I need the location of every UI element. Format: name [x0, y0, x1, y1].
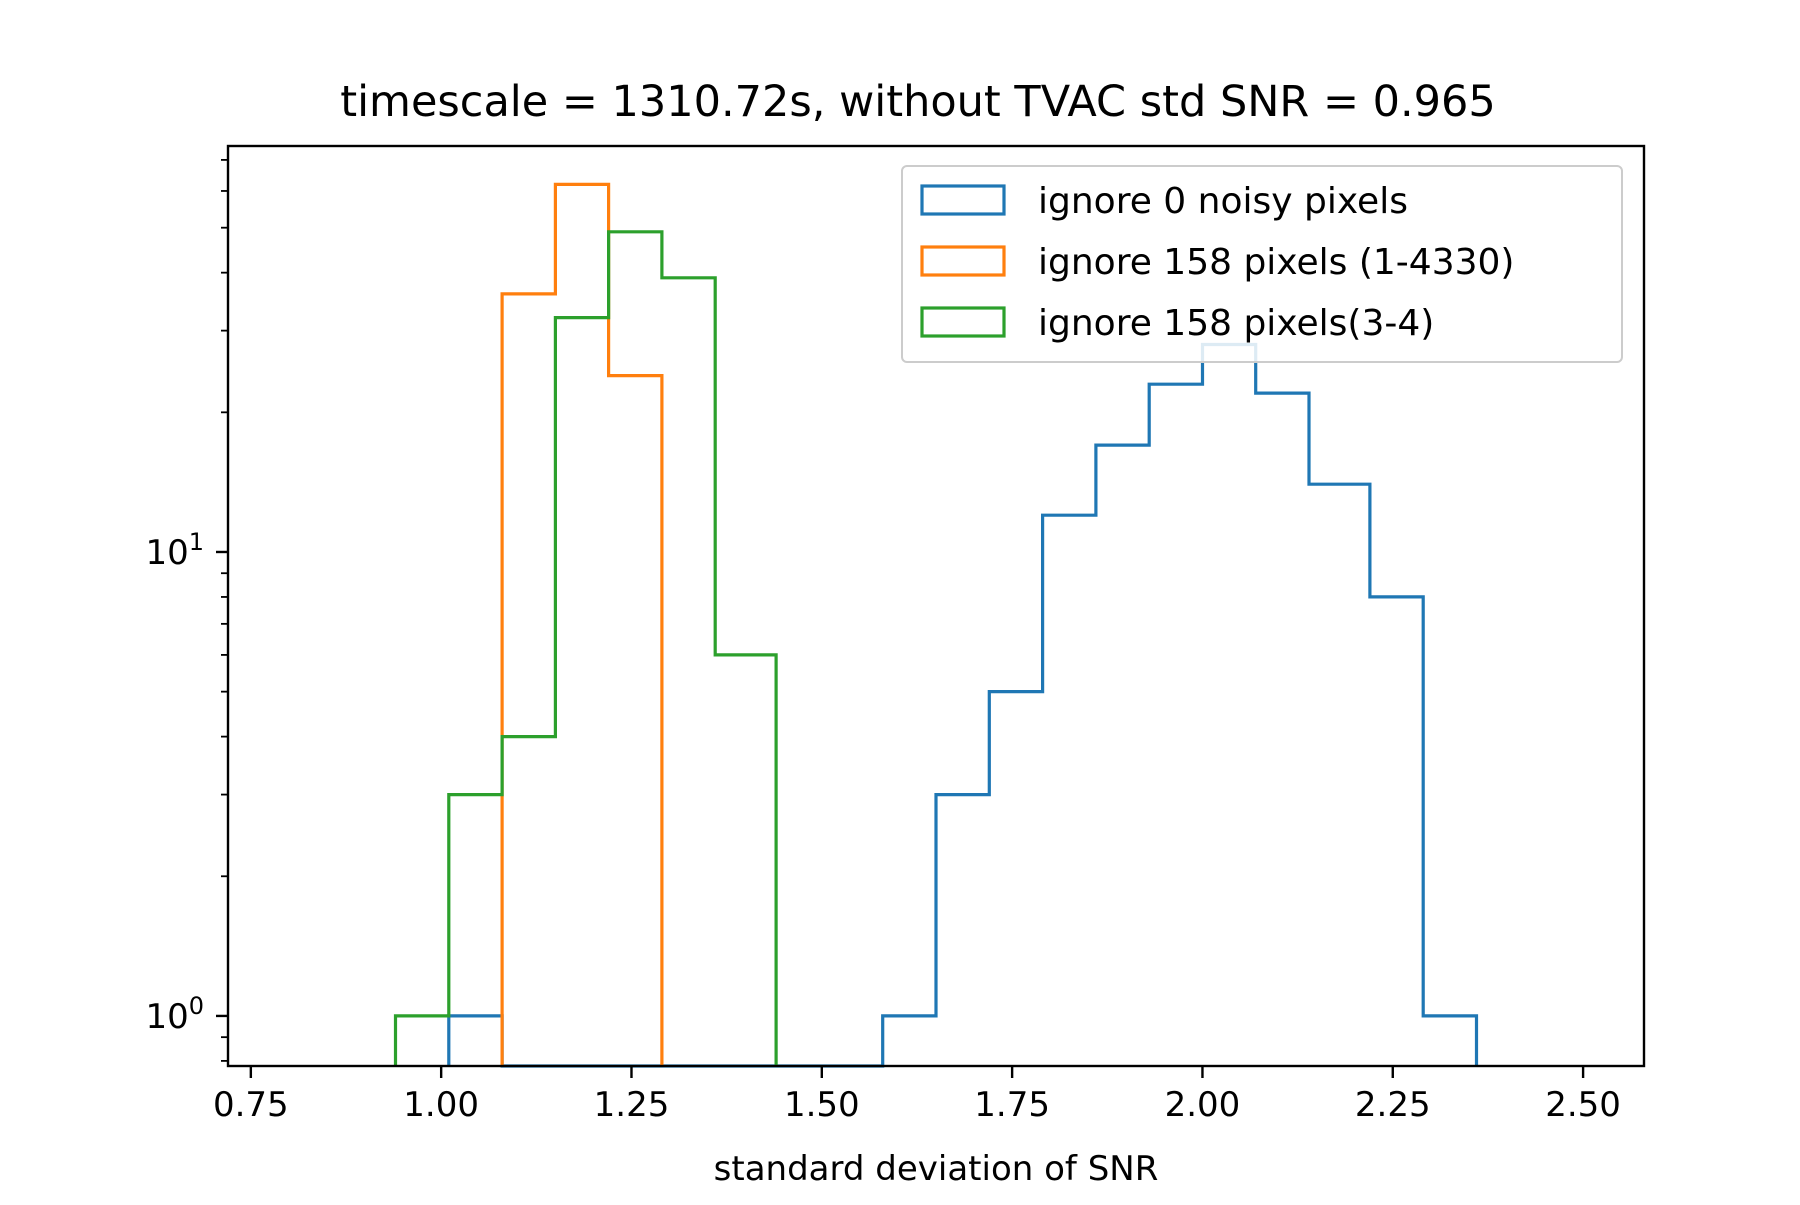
legend-box: [901, 165, 1623, 363]
legend-entry-label: ignore 158 pixels(3-4): [1038, 303, 1434, 344]
plot-area-frame: [226, 144, 1646, 1068]
y-tick-label: 100: [145, 992, 204, 1037]
legend: ignore 0 noisy pixels ignore 158 pixels (…: [901, 165, 1623, 363]
x-tick-label: 2.00: [1165, 1085, 1241, 1125]
histogram-series-2: [500, 182, 664, 1066]
x-tick-label: 2.50: [1545, 1085, 1621, 1125]
legend-entry-label: ignore 0 noisy pixels: [1038, 181, 1408, 222]
chart-title: timescale = 1310.72s, without TVAC std S…: [340, 77, 1496, 127]
legend-swatch: [920, 306, 1006, 338]
legend-entry-label: ignore 158 pixels (1-4330): [1038, 242, 1514, 283]
x-tick-label: 1.25: [594, 1085, 670, 1125]
x-tick-label: 1.50: [784, 1085, 860, 1125]
y-axis: 100 101: [145, 159, 228, 1062]
legend-swatch: [920, 184, 1006, 216]
histogram-series-3: [393, 230, 778, 1066]
y-tick-label: 101: [145, 528, 204, 573]
x-tick-label: 2.25: [1355, 1085, 1431, 1125]
x-axis-label: standard deviation of SNR: [714, 1149, 1159, 1189]
x-tick-label: 1.00: [403, 1085, 479, 1125]
legend-swatch: [920, 245, 1006, 277]
x-tick-label: 1.75: [974, 1085, 1050, 1125]
x-axis: 0.75 1.00 1.25 1.50 1.75 2.00 2.25 2.50: [213, 1066, 1621, 1125]
x-tick-label: 0.75: [213, 1085, 289, 1125]
